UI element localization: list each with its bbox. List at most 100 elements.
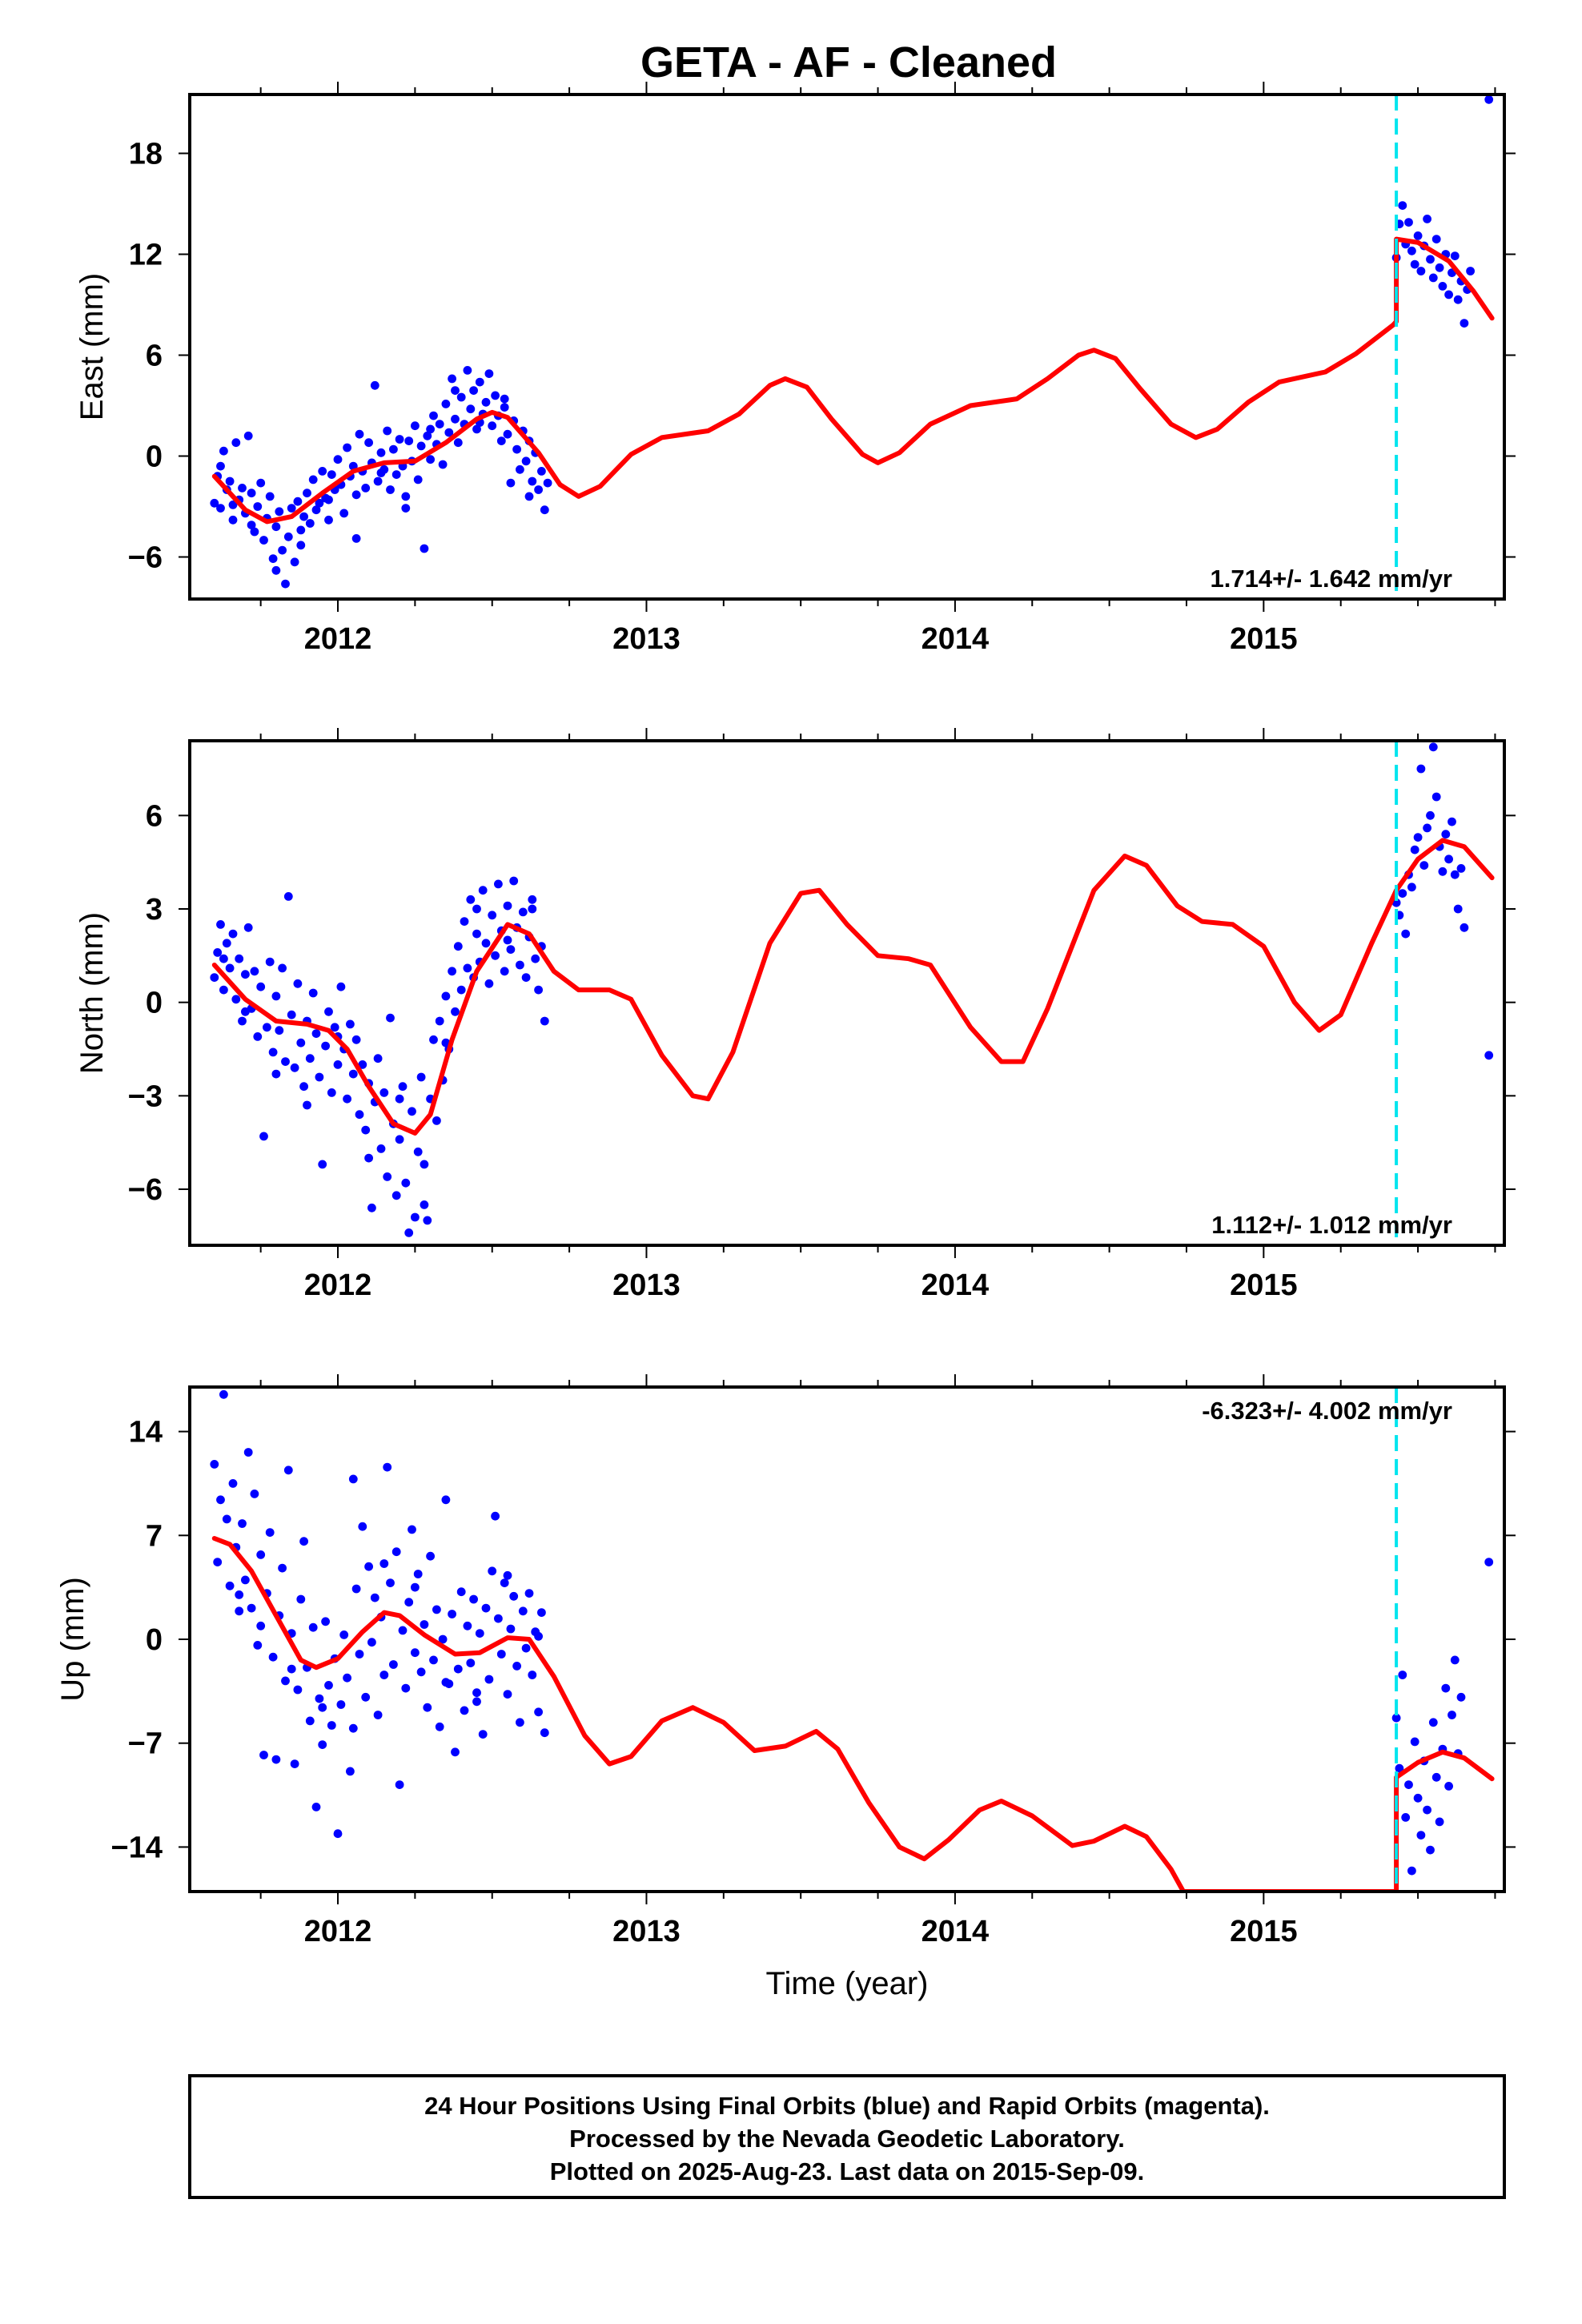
data-point	[472, 904, 481, 914]
data-point	[1450, 251, 1460, 260]
data-point	[395, 1135, 404, 1144]
data-point	[506, 478, 516, 488]
data-point	[268, 1652, 278, 1662]
data-point	[488, 421, 497, 431]
data-point	[283, 532, 293, 541]
data-point	[1391, 1713, 1401, 1723]
data-point	[376, 1144, 386, 1153]
up-plot-frame	[188, 1385, 1506, 1893]
data-point	[1460, 923, 1469, 932]
data-point	[367, 1638, 376, 1647]
data-point	[1398, 1671, 1407, 1679]
data-point	[265, 1528, 275, 1537]
data-point	[438, 1634, 448, 1644]
data-point	[1431, 1772, 1441, 1782]
data-point	[472, 1688, 481, 1698]
data-point	[343, 1094, 351, 1104]
footer-line-3: Plotted on 2025-Aug-23. Last data on 201…	[550, 2157, 1144, 2185]
data-point	[256, 1621, 266, 1630]
data-point	[1435, 263, 1444, 272]
data-point	[238, 1519, 247, 1528]
x-tick-label: 2012	[304, 1915, 372, 1948]
data-point	[543, 478, 552, 488]
up-panel: −14 −7 0 7 14 2012 2013 2014 2015 -6.323+/- 4.00…	[55, 1374, 1516, 2001]
data-point	[373, 1711, 383, 1719]
data-point	[411, 1212, 420, 1222]
footer-frame	[188, 2074, 1506, 2199]
data-point	[460, 917, 469, 926]
y-tick-label: 0	[146, 1623, 163, 1657]
data-point	[355, 1650, 364, 1659]
data-point	[324, 1681, 333, 1690]
data-point	[1466, 267, 1475, 275]
data-point	[491, 951, 500, 960]
data-point	[395, 1780, 404, 1790]
data-point	[364, 438, 373, 448]
data-point	[395, 1094, 404, 1104]
data-point	[429, 1655, 438, 1665]
footer-line-2: Processed by the Nevada Geodetic Laborat…	[569, 2125, 1125, 2153]
x-tick-label: 2014	[921, 622, 990, 656]
data-point	[324, 1007, 333, 1016]
data-point	[1401, 929, 1411, 939]
data-point	[283, 1466, 293, 1475]
data-point	[426, 455, 435, 464]
x-tick-label: 2013	[612, 1915, 681, 1948]
data-point	[512, 1662, 521, 1671]
data-point	[278, 963, 287, 973]
data-point	[1484, 1051, 1494, 1060]
data-point	[373, 476, 383, 486]
data-point	[416, 1667, 426, 1677]
data-point	[506, 1624, 516, 1634]
data-point	[1444, 1782, 1453, 1791]
data-point	[509, 876, 519, 886]
data-point	[423, 1216, 432, 1225]
data-point	[537, 1608, 546, 1617]
data-point	[370, 1593, 379, 1602]
data-point	[351, 534, 361, 543]
data-point	[391, 470, 401, 479]
data-point	[463, 1621, 472, 1630]
data-point	[404, 436, 414, 445]
data-point	[1450, 870, 1460, 879]
data-point	[253, 502, 263, 511]
data-point	[466, 1659, 476, 1668]
data-point	[308, 988, 318, 998]
north-panel: −6 −3 0 3 6 2012 2013 2014 2015 1.112+/- 1.012 m…	[74, 728, 1516, 1302]
y-tick-label: 6	[146, 799, 163, 833]
data-point	[1407, 1866, 1416, 1876]
data-point	[432, 1605, 441, 1614]
east-axes: −6 0 6 12 18 2012 2013 2014 2015	[128, 82, 1516, 656]
data-point	[1419, 861, 1429, 870]
data-point	[441, 1495, 451, 1505]
data-point	[358, 1060, 367, 1069]
data-point	[327, 1721, 336, 1730]
data-point	[263, 1023, 271, 1032]
data-point	[1431, 792, 1441, 802]
data-point	[1404, 218, 1413, 227]
data-point	[540, 505, 549, 515]
data-point	[469, 386, 478, 395]
data-point	[383, 426, 392, 436]
data-point	[1395, 1763, 1404, 1773]
y-tick-label: −14	[111, 1831, 163, 1864]
data-point	[1456, 864, 1466, 873]
data-point	[1416, 1831, 1426, 1840]
data-point	[271, 1069, 281, 1079]
data-point	[318, 1703, 327, 1712]
data-point	[426, 1551, 435, 1561]
footer-box: 24 Hour Positions Using Final Orbits (bl…	[188, 2074, 1506, 2199]
north-axes: −6 −3 0 3 6 2012 2013 2014 2015	[128, 728, 1516, 1302]
data-point	[466, 404, 476, 414]
data-point	[324, 495, 333, 505]
footer-line-1: 24 Hour Positions Using Final Orbits (bl…	[424, 2092, 1270, 2120]
data-point	[411, 1582, 420, 1592]
data-point	[219, 954, 228, 963]
data-point	[293, 979, 303, 988]
data-point	[247, 489, 256, 498]
y-tick-label: 7	[146, 1519, 163, 1553]
data-point	[271, 522, 281, 532]
data-point	[496, 1650, 506, 1659]
data-point	[478, 1730, 488, 1739]
up-axes: −14 −7 0 7 14 2012 2013 2014 2015	[111, 1374, 1516, 1948]
